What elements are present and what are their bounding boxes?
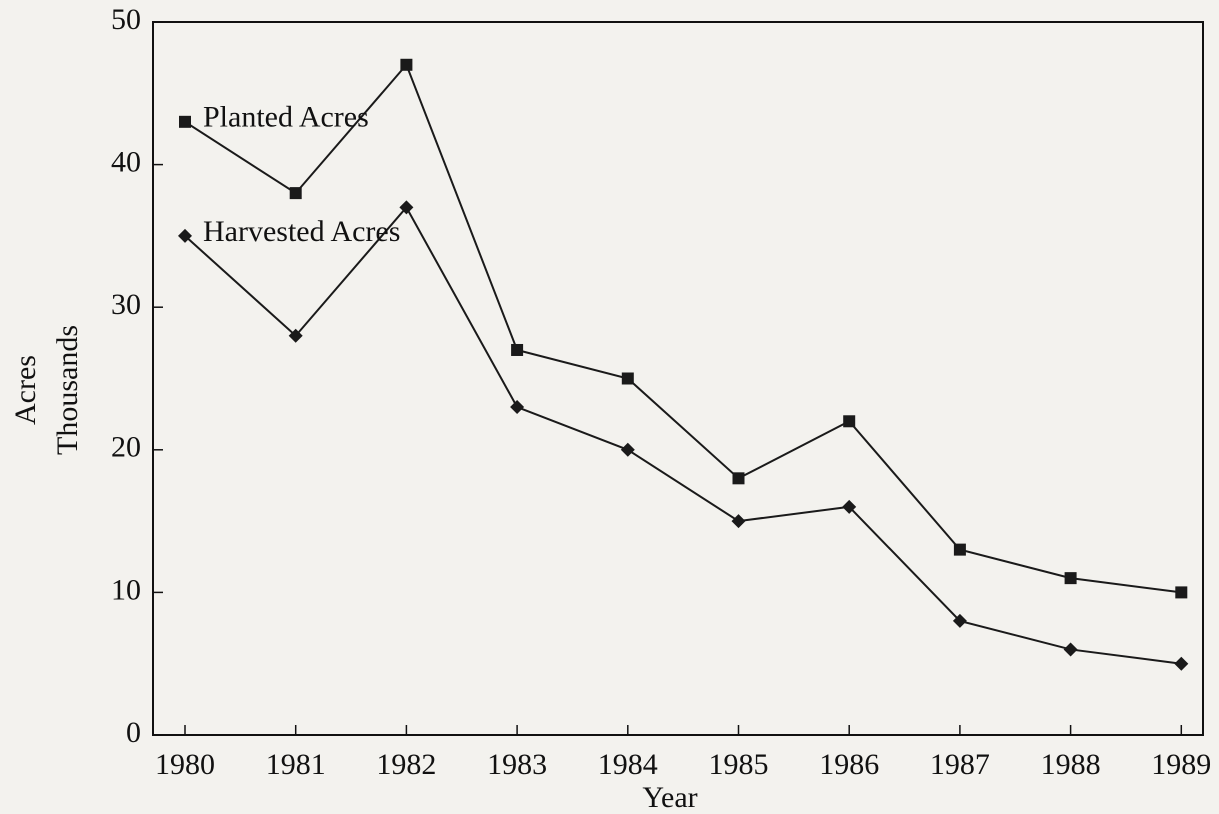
- x-tick-label: 1983: [487, 748, 547, 781]
- point: [178, 228, 192, 243]
- point: [399, 200, 414, 215]
- point: [288, 328, 303, 343]
- series-line: [184, 62, 1182, 594]
- series-line: [184, 205, 1182, 665]
- legend-label: Harvested Acres: [203, 215, 400, 248]
- point: [1064, 572, 1077, 585]
- x-tick-label: 1980: [155, 748, 215, 781]
- point: [510, 400, 525, 415]
- y-tick-label: 20: [111, 431, 141, 464]
- point: [731, 514, 746, 529]
- x-tick-label: 1981: [266, 748, 326, 781]
- point: [952, 613, 967, 628]
- y-tick-label: 40: [111, 145, 141, 178]
- y-tick-label: 10: [111, 573, 141, 606]
- point: [179, 115, 191, 128]
- point: [1063, 642, 1078, 657]
- y-tick-label: 0: [126, 716, 141, 749]
- x-tick-label: 1982: [376, 748, 436, 781]
- point: [620, 442, 635, 457]
- x-tick-label: 1986: [819, 748, 879, 781]
- x-tick-label: 1987: [930, 748, 990, 781]
- y-axis-label: Acres: [9, 355, 42, 425]
- point: [732, 472, 745, 485]
- x-axis-label: Year: [642, 781, 697, 814]
- point: [289, 187, 302, 200]
- point: [400, 58, 413, 71]
- x-tick-label: 1984: [598, 748, 658, 781]
- point: [843, 415, 856, 428]
- point: [621, 372, 634, 385]
- plot-frame: [152, 21, 1204, 736]
- y-tick-label: 50: [111, 3, 141, 36]
- point: [842, 499, 857, 514]
- point: [511, 343, 524, 356]
- point: [953, 543, 966, 556]
- x-tick-label: 1989: [1151, 748, 1211, 781]
- point: [1174, 656, 1189, 671]
- legend-label: Planted Acres: [203, 101, 369, 134]
- x-tick-label: 1985: [709, 748, 769, 781]
- y-axis-label: Thousands: [51, 325, 84, 455]
- x-tick-label: 1988: [1041, 748, 1101, 781]
- point: [1175, 586, 1188, 599]
- y-tick-label: 30: [111, 288, 141, 321]
